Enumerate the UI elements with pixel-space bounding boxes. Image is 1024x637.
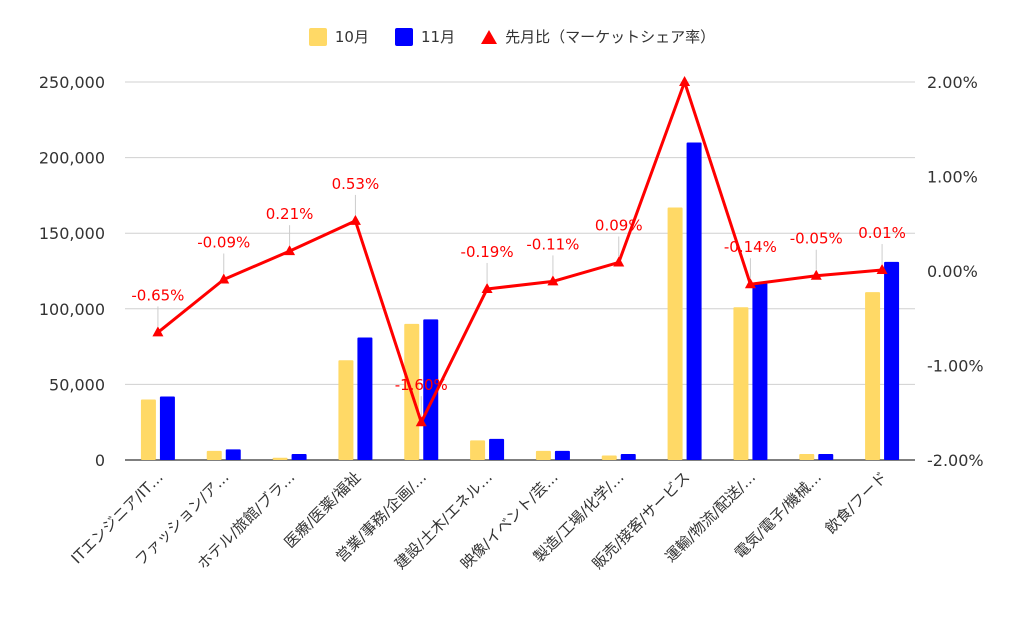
bar-oct [601,455,617,460]
bar-oct [470,440,486,460]
y-left-tick-label: 200,000 [39,149,105,168]
legend-label-share: 先月比（マーケットシェア率） [505,28,716,46]
share-data-label: -1.60% [395,376,448,394]
y-left-tick-label: 250,000 [39,73,105,92]
bar-oct [206,450,222,460]
x-tick-label: 飲食/フード [822,468,891,537]
share-data-label: 0.53% [332,175,380,193]
legend: 10月 11月 先月比（マーケットシェア率） [0,26,1024,47]
legend-label-nov: 11月 [420,28,456,46]
share-point-triangle [876,264,888,275]
share-data-label: 0.21% [266,205,314,223]
legend-swatch-nov [394,27,413,46]
bar-oct [272,457,288,460]
bar-oct [535,450,551,460]
y-left-tick-label: 100,000 [39,300,105,319]
y-right-tick-label: 0.00% [927,262,978,281]
y-right-tick-label: 1.00% [927,168,978,187]
bar-oct [865,292,881,460]
share-point-triangle [481,282,493,293]
share-data-label: -0.05% [790,230,843,248]
bar-nov [423,319,439,460]
bar-nov [225,449,241,460]
share-data-label: -0.11% [526,235,579,253]
share-point-triangle [547,275,559,286]
share-point-triangle [284,245,296,256]
share-data-label: 0.09% [595,216,643,234]
bar-oct [140,399,156,460]
y-right-tick-label: -1.00% [927,357,984,376]
bar-nov [752,283,768,460]
legend-swatch-oct [308,27,327,46]
share-data-label: -0.65% [131,286,184,304]
bar-oct [338,360,354,460]
legend-item-nov: 11月 [394,26,456,47]
share-point-triangle [152,326,164,337]
share-point-triangle [613,256,625,267]
y-right-tick-label: -2.00% [927,451,984,470]
legend-triangle-icon [481,29,498,44]
bar-nov [818,453,834,460]
y-left-tick-label: 150,000 [39,224,105,243]
bar-nov [357,337,373,460]
share-data-label: -0.09% [197,234,250,252]
share-point-triangle [415,416,427,427]
share-data-label: -0.19% [461,243,514,261]
bar-oct [799,453,815,460]
bar-nov [554,450,570,460]
y-left-tick-label: 50,000 [49,375,105,394]
share-point-triangle [810,269,822,280]
bar-nov [620,453,636,460]
bar-oct [667,207,683,460]
bar-nov [489,438,505,460]
legend-label-oct: 10月 [334,28,369,46]
share-line [156,80,883,424]
bar-nov [291,453,307,460]
bar-oct [733,307,749,460]
share-data-label: -0.14% [724,238,777,256]
y-right-tick-label: 2.00% [927,73,978,92]
share-point-triangle [744,278,756,289]
share-data-label: 0.01% [858,224,906,242]
legend-item-oct: 10月 [308,26,369,47]
bar-nov [884,261,900,460]
legend-item-share: 先月比（マーケットシェア率） [481,26,715,47]
share-point-triangle [218,273,230,284]
share-point-triangle [679,76,691,86]
share-point-triangle [349,214,361,225]
bar-nov [686,142,702,461]
y-left-tick-label: 0 [95,451,105,470]
bar-nov [159,396,175,460]
